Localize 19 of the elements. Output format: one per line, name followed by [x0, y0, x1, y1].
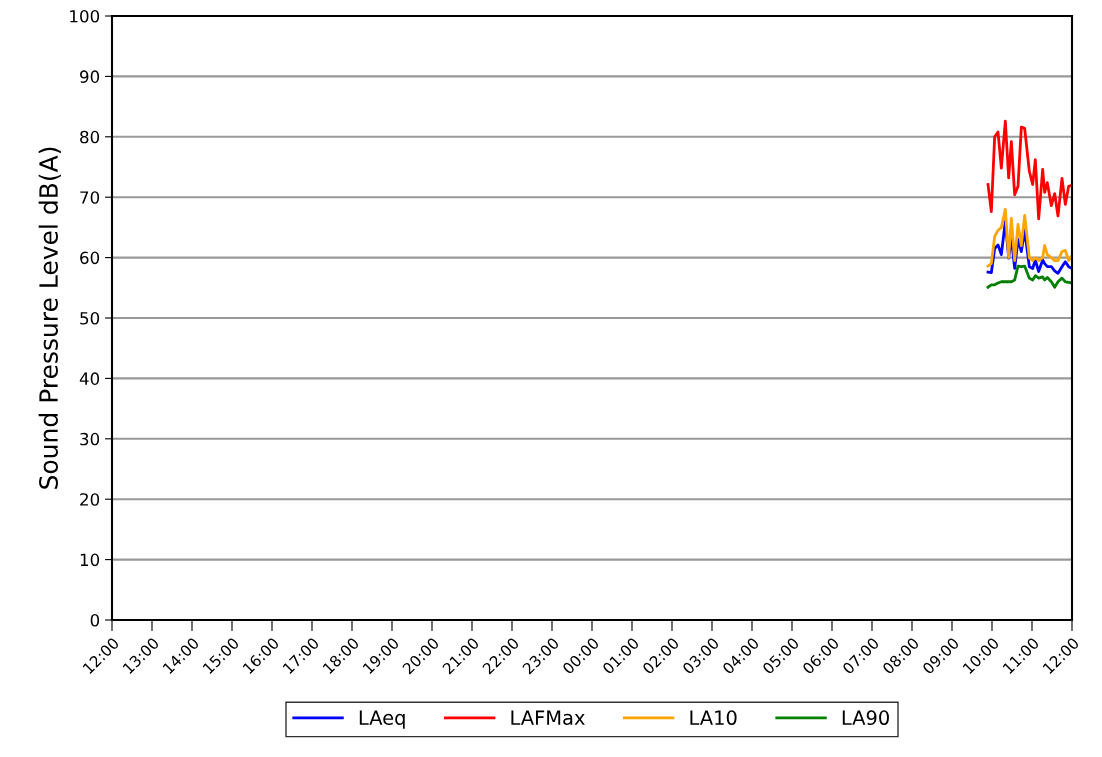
y-tick-label: 90	[80, 70, 100, 83]
y-tick-label: 60	[80, 251, 100, 265]
legend-label: LAeq	[359, 710, 405, 729]
y-tick-label: 10	[80, 553, 100, 567]
line-series	[986, 264, 1072, 289]
line-series	[986, 119, 1072, 221]
legend-label: LA90	[842, 710, 889, 726]
y-tick-label: 100	[70, 9, 100, 23]
legend-label: LA10	[690, 710, 737, 726]
legend-label: LAFMax	[511, 710, 585, 726]
y-axis-title: Sound Pressure Level dB(A)	[38, 147, 61, 489]
y-tick-label: 30	[80, 432, 100, 446]
y-tick-label: 40	[79, 372, 100, 385]
y-tick-label: 70	[80, 191, 100, 204]
y-tick-label: 0	[90, 613, 100, 627]
y-tick-label: 50	[80, 311, 100, 325]
line-series	[986, 207, 1072, 268]
y-tick-label: 80	[80, 130, 100, 144]
y-tick-label: 20	[80, 493, 100, 506]
